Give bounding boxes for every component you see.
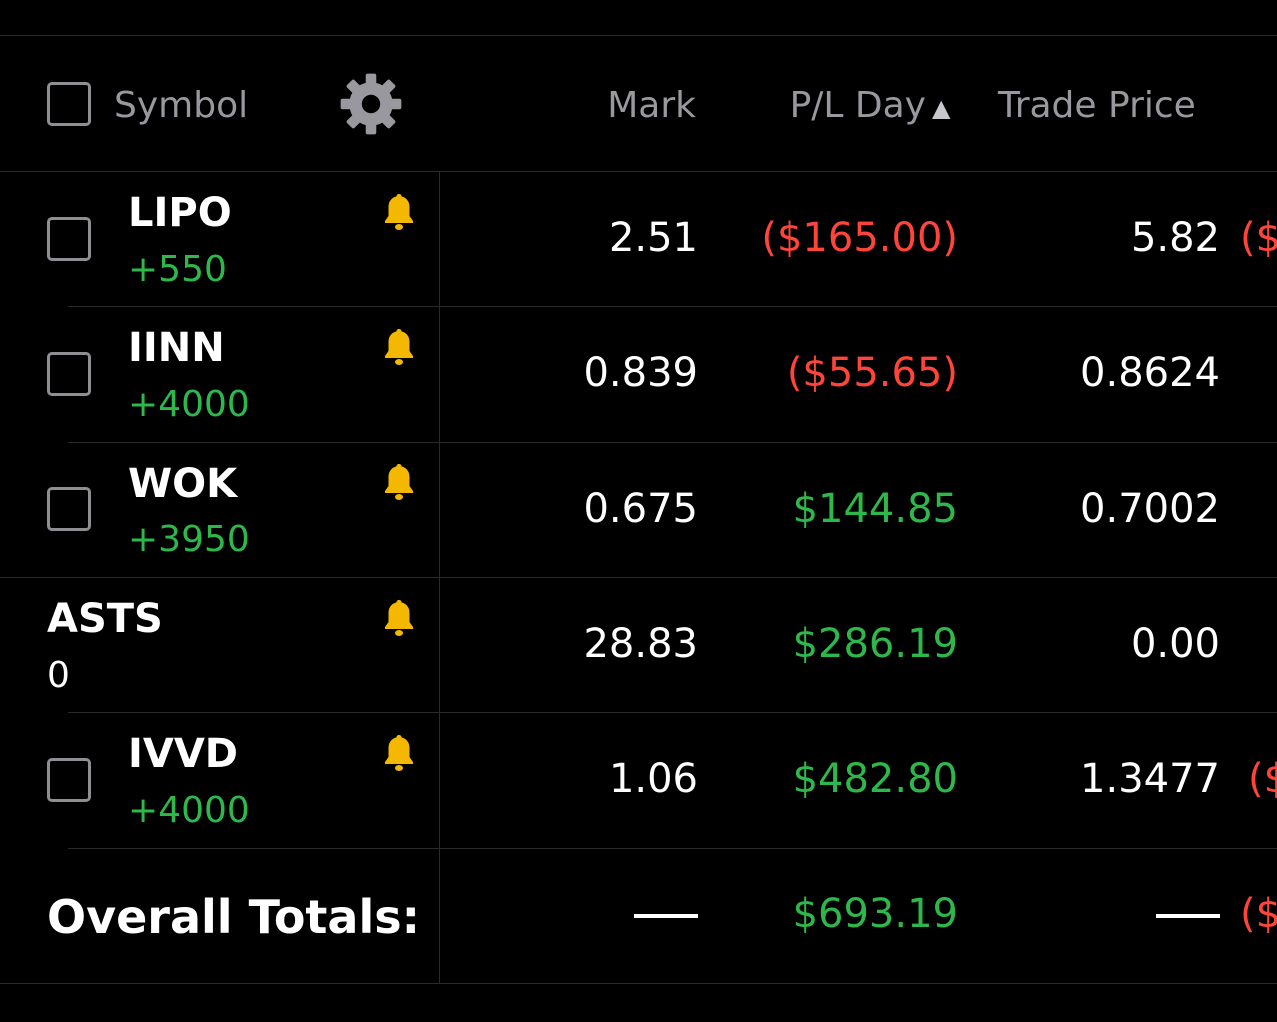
overall-totals-label: Overall Totals: bbox=[47, 890, 421, 944]
mark-total-empty bbox=[634, 914, 698, 918]
symbol-label: WOK bbox=[128, 461, 238, 507]
clipped-column-value: ($ bbox=[1248, 756, 1277, 802]
quantity-label: 0 bbox=[47, 655, 70, 696]
pl-day-value: $144.85 bbox=[792, 486, 958, 532]
symbol-label: ASTS bbox=[47, 596, 163, 642]
row-divider bbox=[68, 712, 1277, 713]
trade-price-value: 0.7002 bbox=[1080, 486, 1220, 532]
bell-icon[interactable] bbox=[382, 733, 416, 773]
quantity-label: +550 bbox=[128, 249, 227, 290]
bell-icon[interactable] bbox=[382, 192, 416, 232]
trade-price-column-header[interactable]: Trade Price bbox=[998, 85, 1196, 126]
top-divider bbox=[0, 35, 1277, 36]
mark-column-header[interactable]: Mark bbox=[607, 85, 696, 126]
row-checkbox[interactable] bbox=[47, 352, 91, 396]
pl-day-total: $693.19 bbox=[792, 891, 958, 937]
mark-value: 2.51 bbox=[608, 215, 698, 261]
row-checkbox[interactable] bbox=[47, 487, 91, 531]
trade-price-value: 0.00 bbox=[1130, 621, 1220, 667]
select-all-checkbox[interactable] bbox=[47, 82, 91, 126]
trade-price-value: 5.82 bbox=[1130, 215, 1220, 261]
clipped-column-total: ($ bbox=[1240, 891, 1277, 937]
bell-icon[interactable] bbox=[382, 462, 416, 502]
gear-icon[interactable] bbox=[338, 71, 404, 137]
pl-day-value: $286.19 bbox=[792, 621, 958, 667]
row-divider bbox=[0, 577, 1277, 578]
bottom-divider bbox=[0, 983, 1277, 984]
symbol-label: LIPO bbox=[128, 190, 232, 236]
row-divider bbox=[68, 442, 1277, 443]
mark-value: 0.839 bbox=[583, 350, 698, 396]
bell-icon[interactable] bbox=[382, 598, 416, 638]
trade-price-total-empty bbox=[1156, 914, 1220, 918]
quantity-label: +4000 bbox=[128, 790, 250, 831]
sort-ascending-icon: ▲ bbox=[932, 94, 951, 122]
mark-value: 28.83 bbox=[583, 621, 698, 667]
trade-price-value: 1.3477 bbox=[1080, 756, 1220, 802]
mark-value: 0.675 bbox=[583, 486, 698, 532]
symbol-label: IINN bbox=[128, 325, 225, 371]
pl-day-value: $482.80 bbox=[792, 756, 958, 802]
pl-day-value: ($55.65) bbox=[786, 350, 958, 396]
row-divider bbox=[68, 848, 1277, 849]
symbol-label: IVVD bbox=[128, 731, 238, 777]
row-checkbox[interactable] bbox=[47, 758, 91, 802]
row-divider bbox=[68, 306, 1277, 307]
pl-day-value: ($165.00) bbox=[761, 215, 958, 261]
quantity-label: +4000 bbox=[128, 384, 250, 425]
header-divider bbox=[0, 171, 1277, 172]
trade-price-value: 0.8624 bbox=[1080, 350, 1220, 396]
pl-day-column-header[interactable]: P/L Day bbox=[789, 85, 926, 126]
bell-icon[interactable] bbox=[382, 327, 416, 367]
quantity-label: +3950 bbox=[128, 519, 250, 560]
clipped-column-value: ($ bbox=[1240, 215, 1277, 261]
row-checkbox[interactable] bbox=[47, 217, 91, 261]
symbol-column-header[interactable]: Symbol bbox=[114, 85, 249, 126]
mark-value: 1.06 bbox=[608, 756, 698, 802]
